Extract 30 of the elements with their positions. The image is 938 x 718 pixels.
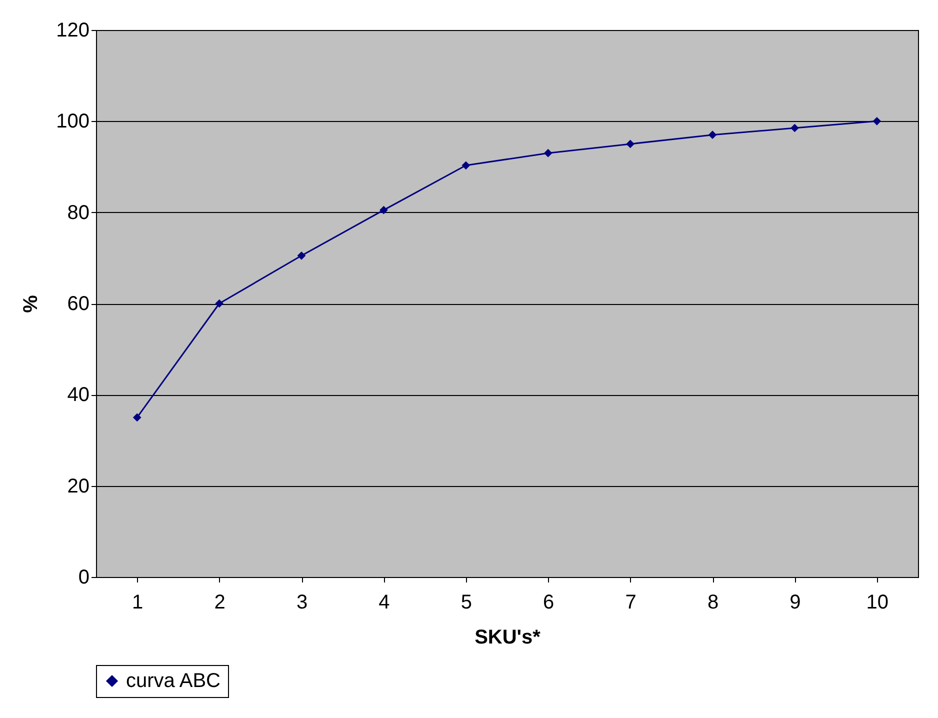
point — [215, 299, 224, 308]
y-tick-label: 100 — [56, 110, 90, 133]
x-tick-label: 9 — [790, 592, 801, 614]
x-tick-label: 2 — [214, 592, 226, 614]
x-tick-label: 3 — [296, 592, 308, 614]
point — [708, 130, 717, 140]
x-tick-label: 5 — [460, 592, 472, 614]
x-tick-label: 7 — [625, 592, 636, 614]
x-axis-title: SKU's* — [474, 626, 541, 648]
x-tick-label: 1 — [132, 592, 144, 614]
x-tick-label: 6 — [543, 592, 554, 614]
legend-label: curva ABC — [126, 670, 220, 692]
point — [380, 206, 388, 214]
y-tick-label: 80 — [67, 202, 90, 224]
x-tick-label: 10 — [866, 592, 889, 614]
point — [872, 116, 882, 126]
y-tick-label: 20 — [67, 475, 90, 498]
y-tick-label: 120 — [56, 20, 90, 42]
x-tick-label: 4 — [378, 592, 390, 614]
y-tick-label: 60 — [67, 293, 90, 315]
point — [297, 251, 306, 260]
y-tick-label: 40 — [67, 384, 90, 406]
x-tick-label: 8 — [707, 592, 719, 614]
point — [462, 161, 470, 170]
y-axis-title: % — [20, 294, 42, 313]
point — [790, 124, 799, 132]
point — [132, 413, 142, 422]
point — [626, 140, 634, 148]
point — [544, 148, 552, 158]
y-tick-label: 0 — [78, 566, 90, 588]
